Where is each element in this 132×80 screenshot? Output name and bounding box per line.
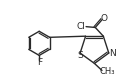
Text: CH₃: CH₃	[99, 67, 115, 76]
Text: Cl: Cl	[77, 22, 86, 31]
Text: O: O	[100, 14, 107, 23]
Text: S: S	[77, 51, 83, 60]
Text: N: N	[109, 49, 116, 58]
Text: F: F	[37, 58, 42, 67]
